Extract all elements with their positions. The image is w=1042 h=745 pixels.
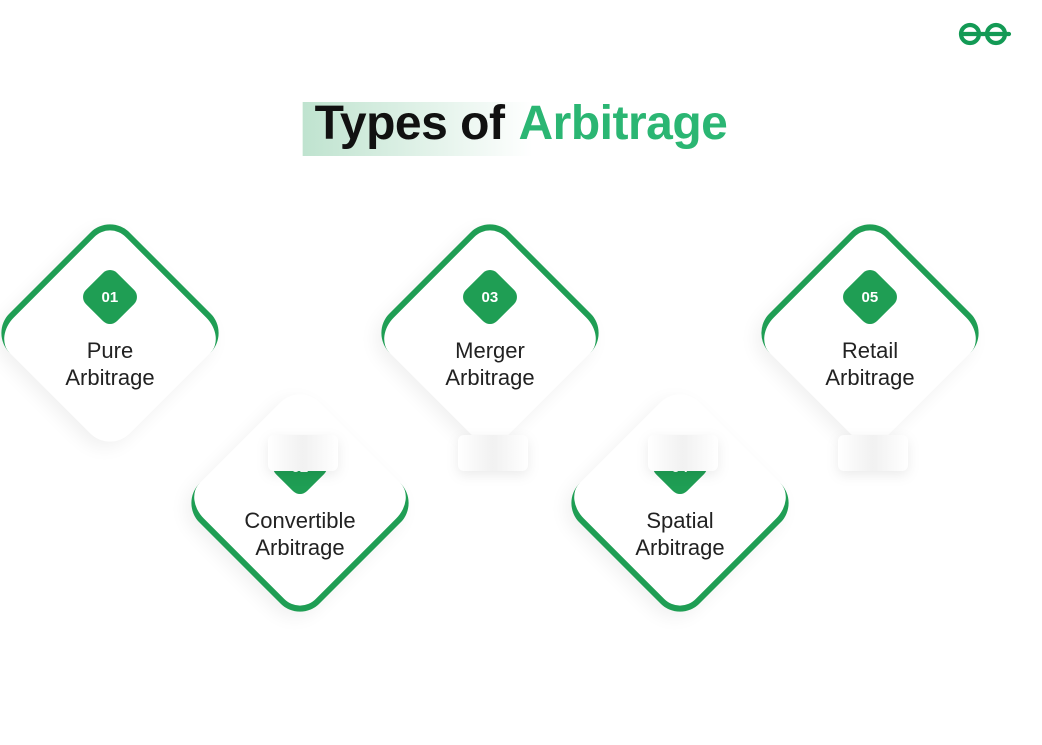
badge-number: 05 <box>862 288 879 305</box>
diamond-card: 04SpatialArbitrage <box>560 383 800 623</box>
connector-ribbon <box>458 435 528 471</box>
title-part-1: Types of <box>315 96 505 151</box>
diagram-stage: 01 PureArbitrage 02ConvertibleArbitrage 03 M… <box>0 190 1042 730</box>
number-badge: 05 <box>839 265 901 327</box>
card-label: ConvertibleArbitrage <box>244 507 355 562</box>
card-label: SpatialArbitrage <box>635 507 724 562</box>
diamond-card: 02ConvertibleArbitrage <box>180 383 420 623</box>
number-badge: 03 <box>459 265 521 327</box>
page-title: Types of Arbitrage <box>315 96 728 151</box>
diamond-card: 03 MergerArbitrage <box>370 213 610 453</box>
brand-logo <box>956 20 1014 53</box>
connector-ribbon <box>648 435 718 471</box>
card-label: RetailArbitrage <box>825 337 914 392</box>
connector-ribbon <box>268 435 338 471</box>
diamond-card: 01 PureArbitrage <box>0 213 230 453</box>
card-label: PureArbitrage <box>65 337 154 392</box>
connector-ribbon <box>838 435 908 471</box>
badge-number: 03 <box>482 288 499 305</box>
number-badge: 01 <box>79 265 141 327</box>
title-part-2: Arbitrage <box>518 96 727 151</box>
logo-glyph <box>961 25 1009 43</box>
card-label: MergerArbitrage <box>445 337 534 392</box>
badge-number: 01 <box>102 288 119 305</box>
diamond-card: 05 RetailArbitrage <box>750 213 990 453</box>
